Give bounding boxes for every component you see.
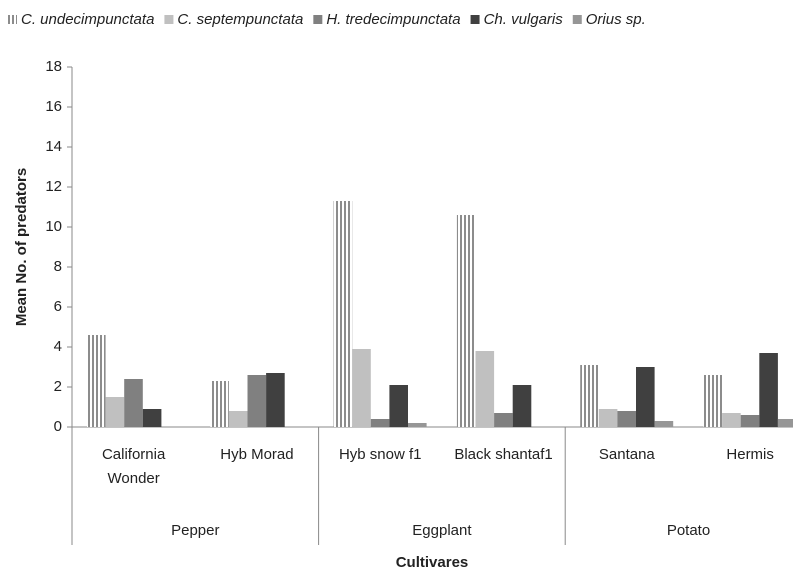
group-label: Potato — [667, 522, 710, 539]
y-tick-label: 12 — [45, 178, 62, 195]
legend-swatch — [8, 15, 17, 24]
legend-swatch — [164, 15, 174, 24]
bar — [456, 215, 476, 427]
legend-label: Ch. vulgaris — [484, 11, 564, 28]
legend-label: H. tredecimpunctata — [326, 11, 460, 28]
legend-label: Orius sp. — [586, 11, 646, 28]
y-tick-label: 4 — [54, 338, 62, 355]
bar — [759, 353, 778, 427]
bar — [124, 379, 143, 427]
y-tick-label: 16 — [45, 98, 62, 115]
bar — [228, 411, 248, 427]
bar — [333, 201, 353, 427]
x-tick-label: Hermis — [726, 446, 774, 463]
group-label: Eggplant — [412, 522, 472, 539]
x-tick-label: Black shantaf1 — [454, 446, 553, 463]
x-tick-label: Hyb snow f1 — [338, 446, 422, 463]
bar — [105, 397, 125, 427]
bar — [777, 419, 793, 427]
legend-swatch — [313, 15, 323, 24]
x-tick-label: Hyb Morad — [220, 446, 294, 463]
bar — [512, 385, 532, 427]
bar — [87, 335, 106, 427]
y-tick-label: 2 — [54, 378, 62, 395]
bar — [494, 413, 513, 427]
bar — [408, 423, 427, 427]
y-tick-label: 8 — [54, 258, 62, 275]
x-axis-label: Cultivares — [396, 554, 469, 571]
legend-swatch — [572, 15, 582, 24]
bar — [210, 381, 229, 427]
bar — [266, 373, 285, 427]
bar — [247, 375, 267, 427]
bar — [475, 351, 495, 427]
y-axis-label: Mean No. of predators — [13, 168, 30, 326]
y-tick-label: 10 — [45, 218, 62, 235]
bar — [617, 411, 636, 427]
bar — [636, 367, 655, 427]
bar — [352, 349, 371, 427]
y-tick-label: 0 — [54, 418, 62, 435]
bar — [740, 415, 760, 427]
bar — [654, 421, 674, 427]
bar — [703, 375, 723, 427]
legend-swatch — [470, 15, 480, 24]
bar — [370, 419, 390, 427]
legend-label: C. septempunctata — [177, 11, 303, 28]
bar — [142, 409, 162, 427]
x-tick-label: California Wonder — [101, 446, 166, 487]
x-tick-label: Santana — [598, 446, 655, 463]
bar — [389, 385, 408, 427]
y-tick-label: 14 — [45, 138, 62, 155]
bar — [722, 413, 741, 427]
y-tick-label: 18 — [45, 58, 62, 75]
bar — [580, 365, 599, 427]
y-tick-label: 6 — [54, 298, 62, 315]
group-label: Pepper — [171, 522, 219, 539]
bar — [598, 409, 618, 427]
legend-label: C. undecimpunctata — [21, 11, 154, 28]
